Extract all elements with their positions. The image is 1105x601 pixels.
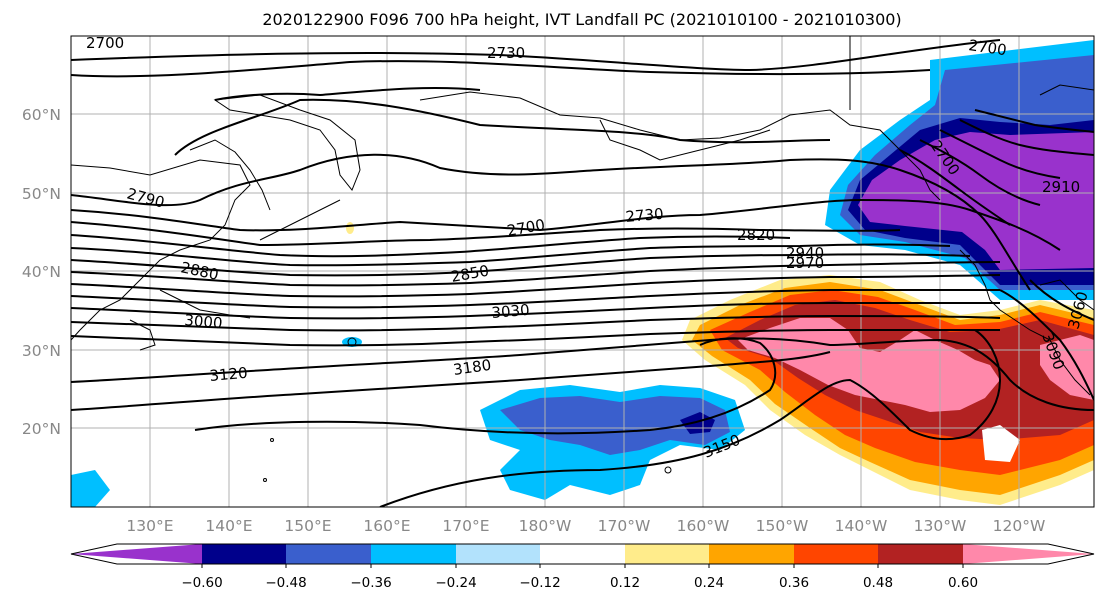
lat-label: 50°N bbox=[22, 185, 61, 203]
contour-label: 3000 bbox=[184, 311, 224, 332]
longitude-labels: 130°E 140°E 150°E 160°E 170°E 180°W 170°… bbox=[126, 517, 1045, 535]
colorbar-swatch bbox=[709, 544, 794, 564]
contour-label: 3180 bbox=[452, 356, 492, 379]
colorbar-swatch bbox=[202, 544, 286, 564]
colorbar-label: −0.48 bbox=[265, 575, 306, 591]
colorbar-label: 0.60 bbox=[948, 575, 978, 591]
contour-label: 2700 bbox=[967, 36, 1007, 59]
colorbar: −0.60 −0.48 −0.36 −0.24 −0.12 0.12 0.24 … bbox=[70, 543, 1095, 591]
colorbar-swatch bbox=[540, 544, 625, 564]
colorbar-ticks bbox=[201, 564, 964, 568]
lat-label: 30°N bbox=[22, 342, 61, 360]
contour-label: 2700 bbox=[86, 34, 124, 52]
lat-label: 20°N bbox=[22, 420, 61, 438]
map-frame bbox=[70, 35, 1095, 508]
colorbar-outline bbox=[70, 543, 1095, 565]
contour-label: 3120 bbox=[209, 364, 249, 385]
height-contours bbox=[71, 39, 1094, 507]
colorbar-swatch bbox=[371, 544, 456, 564]
lon-label: 150°W bbox=[756, 517, 809, 535]
colorbar-label: 0.24 bbox=[694, 575, 724, 591]
lon-label: 140°E bbox=[205, 517, 252, 535]
lon-label: 120°W bbox=[993, 517, 1046, 535]
lat-label: 60°N bbox=[22, 106, 61, 124]
colorbar-swatch bbox=[794, 544, 878, 564]
colorbar-swatch bbox=[286, 544, 371, 564]
colorbar-label: 0.12 bbox=[610, 575, 640, 591]
latitude-labels: 60°N 50°N 40°N 30°N 20°N bbox=[22, 106, 61, 438]
lon-label: 130°W bbox=[914, 517, 967, 535]
lon-label: 160°E bbox=[363, 517, 410, 535]
lon-label: 170°E bbox=[442, 517, 489, 535]
colorbar-label: 0.48 bbox=[863, 575, 893, 591]
lat-label: 40°N bbox=[22, 263, 61, 281]
lon-label: 130°E bbox=[126, 517, 173, 535]
colorbar-label: −0.24 bbox=[435, 575, 476, 591]
positive-anomaly-subtropical-east-pacific bbox=[682, 275, 1094, 505]
colorbar-swatches bbox=[71, 544, 1094, 564]
colorbar-labels: −0.60 −0.48 −0.36 −0.24 −0.12 0.12 0.24 … bbox=[181, 575, 978, 591]
colorbar-label: −0.12 bbox=[519, 575, 560, 591]
colorbar-swatch bbox=[71, 544, 202, 564]
contour-label: 2910 bbox=[1042, 178, 1080, 196]
map-panel: 2700 2730 2700 2790 2880 3000 3120 2700 … bbox=[71, 34, 1094, 507]
lon-label: 170°W bbox=[598, 517, 651, 535]
lon-label: 180°W bbox=[519, 517, 572, 535]
figure-title: 2020122900 F096 700 hPa height, IVT Land… bbox=[262, 10, 901, 29]
colorbar-swatch bbox=[625, 544, 709, 564]
contour-label: 3030 bbox=[491, 301, 531, 322]
contour-label: 2730 bbox=[487, 44, 525, 62]
lon-label: 140°W bbox=[835, 517, 888, 535]
colorbar-swatch bbox=[878, 544, 963, 564]
colorbar-label: −0.60 bbox=[181, 575, 222, 591]
lon-label: 160°W bbox=[677, 517, 730, 535]
lon-label: 150°E bbox=[284, 517, 331, 535]
colorbar-swatch bbox=[456, 544, 540, 564]
contour-label: 2970 bbox=[786, 254, 824, 272]
contour-label: 2940 bbox=[786, 244, 824, 262]
contour-label: 2820 bbox=[737, 226, 775, 244]
contour-label: 2730 bbox=[625, 205, 665, 226]
colorbar-label: 0.36 bbox=[779, 575, 809, 591]
colorbar-swatch bbox=[963, 544, 1094, 564]
colorbar-label: −0.36 bbox=[350, 575, 391, 591]
